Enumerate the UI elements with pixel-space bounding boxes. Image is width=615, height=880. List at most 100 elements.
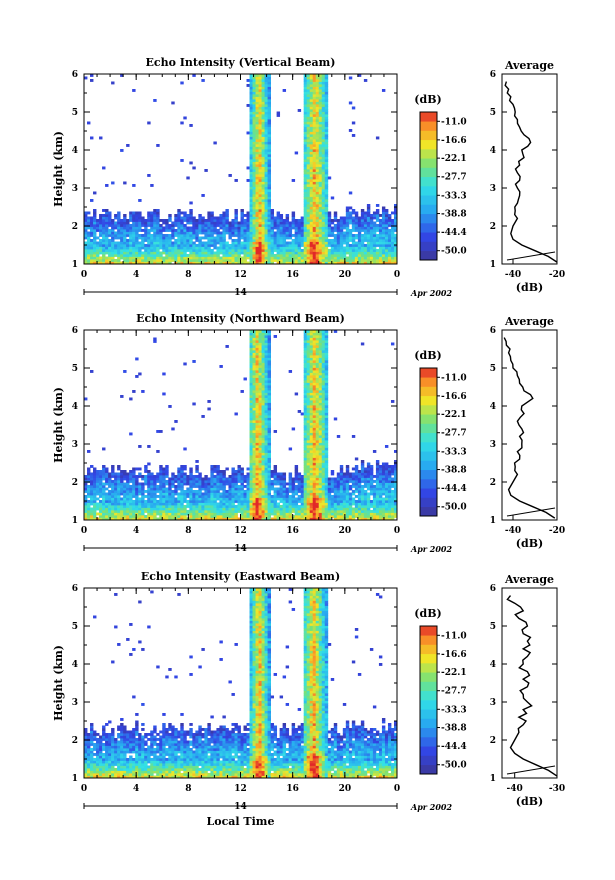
colorbar-tick-label: -33.3 [441,705,467,715]
colorbar-tick-label: -22.1 [441,668,467,678]
y-tick-label: 2 [72,736,78,746]
colorbar-segment [420,442,437,452]
colorbar-segment [420,635,437,645]
colorbar-tick-label: -11.0 [441,631,467,641]
average-xlabel: (dB) [516,281,543,294]
colorbar-segment [420,507,437,517]
colorbar-segment [420,377,437,387]
avg-x-tick-label: -40 [507,784,523,794]
colorbar-tick-label: -33.3 [441,447,467,457]
colorbar-segment [420,177,437,187]
x-tick-label: 4 [133,784,139,794]
date-label: Apr 2002 [410,288,453,298]
y-tick-label: 4 [72,146,78,156]
colorbar-tick-label: -27.7 [441,429,467,439]
avg-y-tick-label: 1 [490,516,496,526]
y-tick-label: 4 [72,402,78,412]
colorbar-segment [420,140,437,150]
date-label: Apr 2002 [410,544,453,554]
y-tick-label: 3 [72,440,78,450]
colorbar-segment [420,214,437,224]
colorbar-segment [420,700,437,710]
colorbar-segment [420,719,437,729]
y-axis-label: Height (km) [52,131,65,207]
colorbar-segment [420,414,437,424]
average-frame [502,74,557,264]
x-tick-label: 0 [394,526,400,536]
colorbar: (dB)-11.0-16.6-22.1-27.7-33.3-38.8-44.4-… [414,93,466,260]
colorbar-tick-label: -33.3 [441,191,467,201]
colorbar-segment [420,405,437,415]
x-tick-label: 8 [185,526,191,536]
colorbar-segment [420,682,437,692]
colorbar-tick-label: -16.6 [441,650,467,660]
x-tick-label: 0 [394,270,400,280]
y-tick-label: 5 [72,108,78,118]
colorbar-segment [420,242,437,252]
colorbar-segment [420,186,437,196]
colorbar-segment [420,433,437,443]
colorbar-tick-label: -50.0 [441,761,467,771]
y-tick-label: 2 [72,222,78,232]
average-xlabel: (dB) [516,795,543,808]
colorbar-tick-label: -16.6 [441,136,467,146]
colorbar-segment [420,158,437,168]
colorbar-segment [420,765,437,775]
day-label: 14 [234,544,247,554]
colorbar-segment [420,737,437,747]
colorbar-tick-label: -11.0 [441,117,467,127]
colorbar-segment [420,756,437,766]
colorbar-tick-label: -27.7 [441,687,467,697]
colorbar-segment [420,479,437,489]
x-tick-label: 8 [185,270,191,280]
colorbar-segment [420,251,437,261]
avg-y-tick-label: 5 [490,108,496,118]
day-label: 14 [234,802,247,812]
avg-x-tick-label: -40 [505,270,521,280]
average-secondary-curve [507,508,555,516]
y-tick-label: 6 [72,326,78,336]
y-tick-label: 1 [72,774,78,784]
panel-title: Echo Intensity (Northward Beam) [136,312,345,325]
y-axis-label: Height (km) [52,387,65,463]
colorbar-segment [420,728,437,738]
colorbar-segment [420,691,437,701]
avg-x-tick-label: -20 [549,270,565,280]
colorbar-segment [420,451,437,461]
colorbar-segment [420,112,437,122]
colorbar-segment [420,746,437,756]
avg-x-tick-label: -20 [549,526,565,536]
y-tick-label: 1 [72,260,78,270]
colorbar-segment [420,121,437,131]
day-label: 14 [234,288,247,298]
colorbar-segment [420,223,437,233]
colorbar-segment [420,168,437,178]
echo-field [84,588,397,778]
y-tick-label: 6 [72,70,78,80]
y-tick-label: 5 [72,364,78,374]
y-tick-label: 3 [72,184,78,194]
echo-field [84,330,397,520]
avg-x-tick-label: -30 [549,784,565,794]
x-tick-label: 12 [234,526,247,536]
avg-y-tick-label: 1 [490,774,496,784]
y-tick-label: 3 [72,698,78,708]
colorbar: (dB)-11.0-16.6-22.1-27.7-33.3-38.8-44.4-… [414,349,466,516]
x-tick-label: 0 [394,784,400,794]
colorbar-tick-label: -22.1 [441,154,467,164]
x-tick-label: 16 [286,526,299,536]
colorbar-segment [420,645,437,655]
colorbar: (dB)-11.0-16.6-22.1-27.7-33.3-38.8-44.4-… [414,607,466,774]
y-tick-label: 4 [72,660,78,670]
avg-x-tick-label: -40 [505,526,521,536]
colorbar-segment [420,654,437,664]
x-tick-label: 12 [234,784,247,794]
colorbar-segment [420,232,437,242]
colorbar-segment [420,663,437,673]
x-tick-label: 4 [133,270,139,280]
avg-y-tick-label: 5 [490,622,496,632]
y-tick-label: 2 [72,478,78,488]
colorbar-segment [420,470,437,480]
